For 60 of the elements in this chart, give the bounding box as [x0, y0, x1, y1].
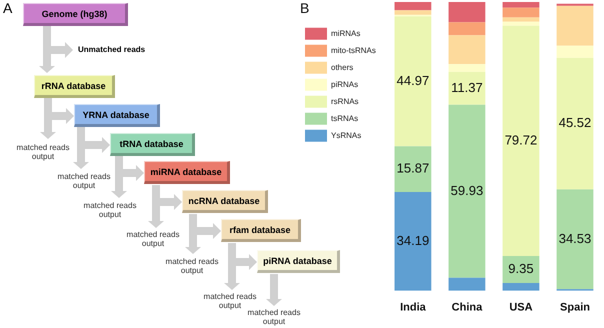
bar [448, 278, 486, 291]
bar [556, 46, 594, 58]
data-label: 34.19 [396, 233, 430, 248]
legend-label: others [331, 63, 354, 72]
bar [394, 10, 432, 15]
text: miRNA database [144, 161, 230, 184]
x-tick-label: USA [509, 301, 533, 314]
bar [394, 2, 432, 10]
text: rfam database [221, 219, 301, 242]
bar [448, 35, 486, 64]
bar [556, 189, 594, 290]
bar [502, 26, 540, 256]
data-label: 44.97 [396, 72, 430, 88]
legend-label: piRNAs [331, 80, 358, 90]
legend-label: YsRNAs [331, 131, 362, 140]
bar [448, 104, 486, 278]
data-label: 79.72 [504, 132, 538, 148]
legend-label: rsRNAs [331, 97, 359, 106]
text: A [3, 0, 12, 16]
legend-label: miRNAs [331, 29, 360, 38]
text: matched reads output [82, 201, 138, 219]
data-label: 45.52 [558, 115, 592, 130]
bar [394, 16, 432, 146]
text: matched reads output [56, 172, 112, 190]
text: Unmatched reads [78, 45, 146, 54]
bar [394, 146, 432, 192]
legend-label: tsRNAs [331, 114, 358, 124]
chart-title: B [300, 0, 310, 16]
text: piRNA database [257, 250, 340, 273]
bar [448, 64, 486, 72]
data-label: 59.93 [450, 182, 484, 198]
bar [502, 22, 540, 26]
data-label: 11.37 [451, 80, 483, 95]
bar [556, 6, 594, 46]
data-label: 15.87 [396, 160, 430, 176]
text: matched reads output [246, 308, 302, 326]
bar [448, 72, 486, 105]
data-label: 9.35 [508, 261, 534, 276]
legend-label: mito-tsRNAs [331, 46, 376, 56]
text: Genome (hg38) [23, 3, 128, 26]
bar [502, 17, 540, 22]
data-label: 34.53 [558, 230, 592, 246]
text: rRNA database [34, 75, 115, 98]
bar [502, 256, 540, 284]
text: matched reads output [16, 143, 70, 161]
text: tRNA database [110, 133, 195, 156]
text: YRNA database [74, 104, 160, 127]
x-tick-label: Spain [560, 301, 590, 314]
x-tick-label: China [452, 301, 484, 314]
bar [502, 283, 540, 291]
x-tick-label: India [400, 301, 427, 314]
text: matched reads output [164, 257, 220, 275]
text: ncRNA database [182, 190, 268, 213]
bar [502, 2, 540, 8]
bar [556, 58, 594, 190]
text: matched reads output [126, 230, 180, 248]
bar [448, 22, 486, 36]
bar [394, 192, 432, 291]
bar [448, 2, 486, 22]
bar [502, 8, 540, 18]
